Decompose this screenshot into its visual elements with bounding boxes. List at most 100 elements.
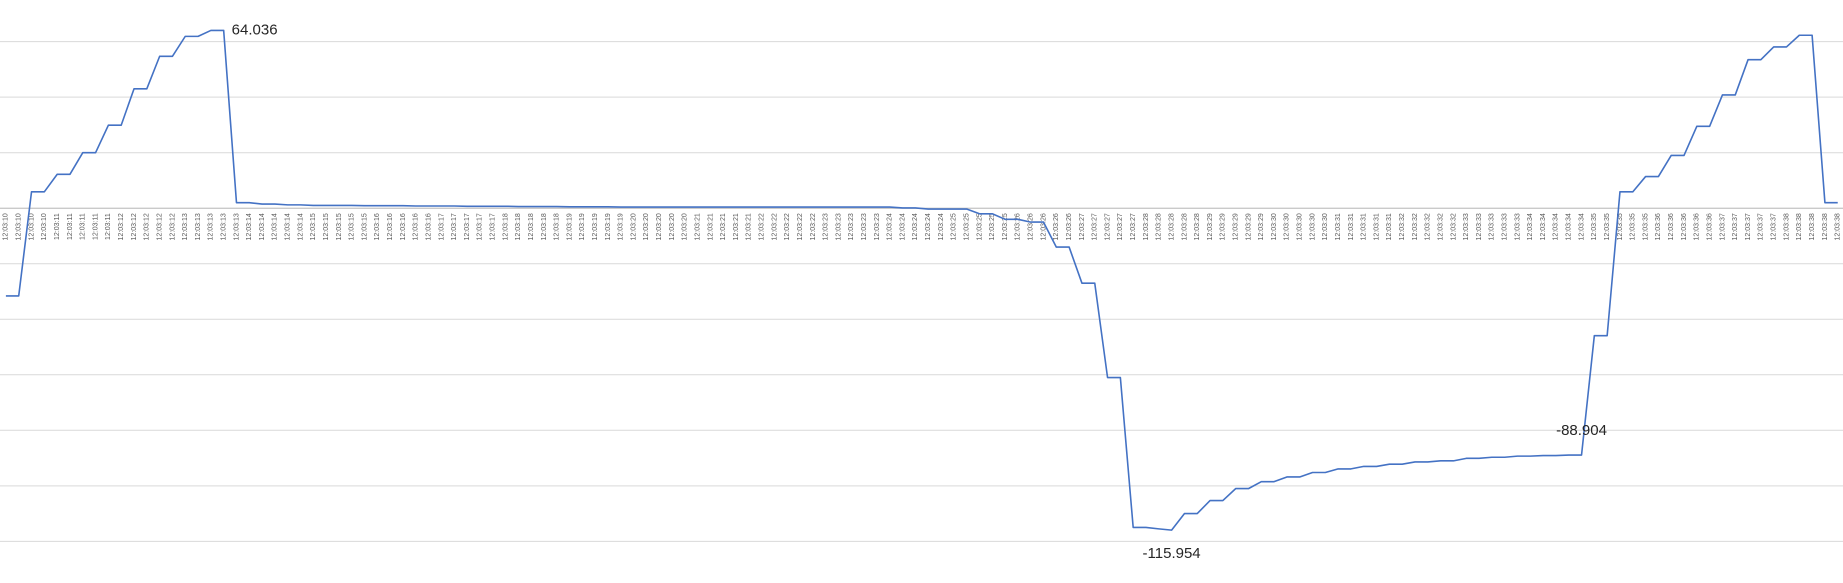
x-tick-label: 12:03:17 bbox=[438, 213, 445, 240]
x-tick-label: 12:03:37 bbox=[1758, 213, 1765, 240]
x-tick-label: 12:03:15 bbox=[323, 213, 330, 240]
x-tick-label: 12:03:21 bbox=[733, 213, 740, 240]
x-tick-label: 12:03:12 bbox=[156, 213, 163, 240]
x-tick-label: 12:03:16 bbox=[413, 213, 420, 240]
x-tick-label: 12:03:24 bbox=[912, 213, 919, 240]
x-tick-label: 12:03:33 bbox=[1502, 213, 1509, 240]
x-tick-label: 12:03:38 bbox=[1835, 213, 1842, 240]
x-tick-label: 12:03:35 bbox=[1642, 213, 1649, 240]
x-tick-label: 12:03:13 bbox=[182, 213, 189, 240]
x-tick-label: 12:03:34 bbox=[1540, 213, 1547, 240]
x-tick-label: 12:03:19 bbox=[566, 213, 573, 240]
x-tick-label: 12:03:16 bbox=[387, 213, 394, 240]
x-tick-label: 12:03:33 bbox=[1463, 213, 1470, 240]
series-line bbox=[5, 29, 1838, 531]
x-tick-label: 12:03:28 bbox=[1181, 213, 1188, 240]
x-tick-label: 12:03:25 bbox=[976, 213, 983, 240]
x-tick-label: 12:03:19 bbox=[618, 213, 625, 240]
x-tick-label: 12:03:36 bbox=[1668, 213, 1675, 240]
x-tick-label: 12:03:31 bbox=[1335, 213, 1342, 240]
x-tick-label: 12:03:20 bbox=[643, 213, 650, 240]
x-tick-label: 12:03:16 bbox=[425, 213, 432, 240]
x-tick-label: 12:03:33 bbox=[1514, 213, 1521, 240]
x-tick-label: 12:03:25 bbox=[963, 213, 970, 240]
x-tick-label: 12:03:30 bbox=[1309, 213, 1316, 240]
x-tick-label: 12:03:34 bbox=[1578, 213, 1585, 240]
x-tick-label: 12:03:17 bbox=[490, 213, 497, 240]
x-tick-label: 12:03:25 bbox=[1002, 213, 1009, 240]
x-tick-label: 12:03:12 bbox=[169, 213, 176, 240]
x-tick-label: 12:03:32 bbox=[1412, 213, 1419, 240]
x-tick-label: 12:03:34 bbox=[1566, 213, 1573, 240]
x-tick-label: 12:03:14 bbox=[297, 213, 304, 240]
x-tick-label: 12:03:34 bbox=[1553, 213, 1560, 240]
x-tick-label: 12:03:37 bbox=[1719, 213, 1726, 240]
x-tick-label: 12:03:23 bbox=[823, 213, 830, 240]
x-tick-label: 12:03:36 bbox=[1681, 213, 1688, 240]
x-tick-label: 12:03:31 bbox=[1373, 213, 1380, 240]
x-tick-label: 12:03:27 bbox=[1079, 213, 1086, 240]
x-tick-label: 12:03:37 bbox=[1745, 213, 1752, 240]
x-tick-label: 12:03:18 bbox=[528, 213, 535, 240]
x-tick-label: 12:03:17 bbox=[451, 213, 458, 240]
x-tick-label: 12:03:14 bbox=[272, 213, 279, 240]
x-tick-label: 12:03:37 bbox=[1732, 213, 1739, 240]
x-tick-label: 12:03:21 bbox=[720, 213, 727, 240]
x-tick-label: 12:03:33 bbox=[1489, 213, 1496, 240]
x-tick-label: 12:03:29 bbox=[1207, 213, 1214, 240]
x-tick-label: 12:03:11 bbox=[80, 213, 87, 240]
x-tick-label: 12:03:32 bbox=[1425, 213, 1432, 240]
x-tick-label: 12:03:11 bbox=[105, 213, 112, 240]
x-tick-label: 12:03:36 bbox=[1706, 213, 1713, 240]
x-tick-label: 12:03:31 bbox=[1348, 213, 1355, 240]
x-tick-label: 12:03:22 bbox=[771, 213, 778, 240]
x-tick-label: 12:03:20 bbox=[682, 213, 689, 240]
x-tick-label: 12:03:11 bbox=[92, 213, 99, 240]
x-tick-label: 12:03:28 bbox=[1194, 213, 1201, 240]
x-tick-label: 12:03:19 bbox=[579, 213, 586, 240]
x-tick-label: 12:03:14 bbox=[285, 213, 292, 240]
x-tick-label: 12:03:38 bbox=[1796, 213, 1803, 240]
x-tick-label: 12:03:13 bbox=[233, 213, 240, 240]
x-tick-label: 12:03:22 bbox=[784, 213, 791, 240]
x-tick-label: 12:03:30 bbox=[1297, 213, 1304, 240]
x-tick-label: 12:03:35 bbox=[1591, 213, 1598, 240]
x-tick-label: 12:03:20 bbox=[630, 213, 637, 240]
x-tick-label: 12:03:37 bbox=[1771, 213, 1778, 240]
x-tick-label: 12:03:29 bbox=[1220, 213, 1227, 240]
x-tick-label: 12:03:34 bbox=[1527, 213, 1534, 240]
x-tick-label: 12:03:25 bbox=[989, 213, 996, 240]
x-tick-label: 12:03:28 bbox=[1156, 213, 1163, 240]
x-tick-label: 12:03:30 bbox=[1322, 213, 1329, 240]
x-tick-label: 12:03:12 bbox=[131, 213, 138, 240]
x-tick-label: 12:03:35 bbox=[1630, 213, 1637, 240]
data-label: -88.904 bbox=[1556, 422, 1607, 439]
x-tick-label: 12:03:29 bbox=[1258, 213, 1265, 240]
x-tick-label: 12:03:13 bbox=[208, 213, 215, 240]
x-tick-label: 12:03:28 bbox=[1168, 213, 1175, 240]
x-tick-label: 12:03:19 bbox=[592, 213, 599, 240]
x-tick-label: 12:03:38 bbox=[1822, 213, 1829, 240]
x-tick-label: 12:03:13 bbox=[195, 213, 202, 240]
x-tick-label: 12:03:36 bbox=[1655, 213, 1662, 240]
x-tick-label: 12:03:10 bbox=[28, 213, 35, 240]
x-tick-label: 12:03:19 bbox=[605, 213, 612, 240]
x-tick-label: 12:03:29 bbox=[1245, 213, 1252, 240]
x-tick-label: 12:03:22 bbox=[797, 213, 804, 240]
x-tick-label: 12:03:29 bbox=[1233, 213, 1240, 240]
x-tick-label: 12:03:27 bbox=[1117, 213, 1124, 240]
x-tick-label: 12:03:10 bbox=[16, 213, 23, 240]
x-tick-label: 12:03:11 bbox=[67, 213, 74, 240]
x-tick-label: 12:03:32 bbox=[1437, 213, 1444, 240]
x-tick-label: 12:03:24 bbox=[899, 213, 906, 240]
x-tick-label: 12:03:14 bbox=[259, 213, 266, 240]
x-tick-label: 12:03:22 bbox=[810, 213, 817, 240]
x-tick-label: 12:03:30 bbox=[1284, 213, 1291, 240]
x-tick-label: 12:03:24 bbox=[925, 213, 932, 240]
x-tick-label: 12:03:15 bbox=[349, 213, 356, 240]
x-tick-label: 12:03:26 bbox=[1015, 213, 1022, 240]
x-tick-label: 12:03:31 bbox=[1361, 213, 1368, 240]
x-tick-label: 12:03:18 bbox=[515, 213, 522, 240]
x-tick-label: 12:03:23 bbox=[874, 213, 881, 240]
